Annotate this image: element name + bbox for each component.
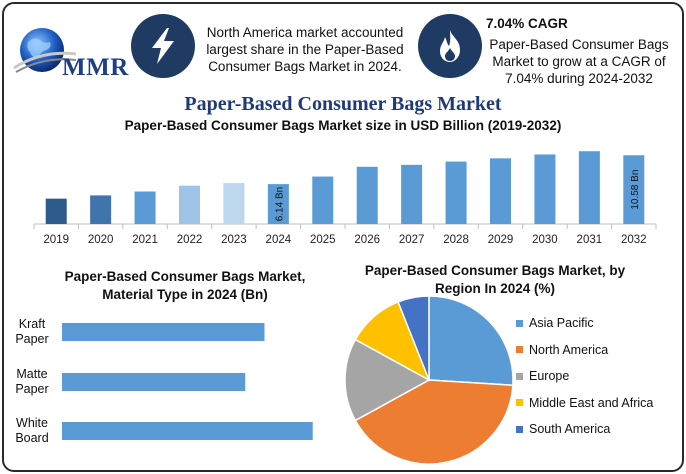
x-tick-label: 2025 <box>310 234 336 246</box>
x-tick-label: 2021 <box>132 234 158 246</box>
globe-icon <box>13 28 77 73</box>
legend-item: South America <box>516 416 681 443</box>
bar-2029 <box>490 158 511 224</box>
bar-chart-subtitle: Paper-Based Consumer Bags Market size in… <box>124 118 562 133</box>
bar-2024 <box>267 184 289 224</box>
bar-2031 <box>578 151 600 224</box>
category-label: Kraft Paper <box>15 317 48 346</box>
legend-item: Middle East and Africa <box>516 390 681 417</box>
x-tick-label: 2030 <box>532 234 558 246</box>
legend-label: Asia Pacific <box>529 316 594 331</box>
lightning-icon <box>131 14 195 78</box>
bar-2025 <box>312 176 334 224</box>
cagr-title: 7.04% CAGR <box>486 16 568 31</box>
slice-asia-pacific <box>428 295 514 387</box>
logo-text: MMR <box>62 54 129 81</box>
bar-2020 <box>90 195 112 224</box>
market-size-bar-chart: 2019 2020 2021 2022 2023 2024 6.14 Bn 2025 2026 2… <box>33 151 657 246</box>
bar-kraft-paper <box>62 323 265 341</box>
bar-2032 <box>623 155 645 224</box>
mmr-logo: MMR <box>10 22 128 84</box>
slice-europe <box>344 338 431 422</box>
bar-white-board <box>62 422 313 440</box>
legend-swatch <box>516 372 523 380</box>
x-tick-label: 2022 <box>177 234 203 246</box>
category-label: Matte Paper <box>15 367 48 396</box>
legend-item: North America <box>516 337 681 364</box>
legend-swatch <box>516 425 523 433</box>
slice-north-america <box>354 379 514 465</box>
x-tick-label: 2032 <box>621 234 647 246</box>
bar-2026 <box>356 166 378 224</box>
bar-2028 <box>445 161 467 224</box>
legend-label: Europe <box>529 369 570 384</box>
bar-2019 <box>45 198 67 224</box>
material-type-bar-chart: Kraft Paper Matte Paper White Board <box>15 317 313 445</box>
category-label: White Board <box>15 416 48 445</box>
bar-matte-paper <box>62 373 246 391</box>
flame-icon <box>418 14 482 78</box>
legend-item: Asia Pacific <box>516 310 681 337</box>
cagr-text: Paper-Based Consumer Bags Market to grow… <box>489 37 669 86</box>
x-tick-label: 2020 <box>88 234 114 246</box>
x-tick-label: 2023 <box>221 234 247 246</box>
x-tick-label: 2031 <box>577 234 603 246</box>
data-label-2032: 10.58 Bn <box>630 170 641 210</box>
legend-item: Europe <box>516 363 681 390</box>
x-tick-label: 2019 <box>43 234 69 246</box>
bar-2023 <box>223 183 245 224</box>
data-label-2024: 6.14 Bn <box>274 187 285 221</box>
page-title: Paper-Based Consumer Bags Market <box>184 93 502 115</box>
legend-label: North America <box>529 342 609 357</box>
slice-south-america <box>397 295 430 381</box>
region-pie-chart <box>344 295 514 465</box>
info-north-america-text: North America market accounted largest s… <box>206 25 404 74</box>
legend-swatch <box>516 319 523 327</box>
legend-swatch <box>516 346 523 354</box>
x-tick-label: 2027 <box>399 234 425 246</box>
x-tick-label: 2024 <box>266 234 292 246</box>
legend-swatch <box>516 399 523 407</box>
x-tick-label: 2029 <box>488 234 514 246</box>
legend-label: Middle East and Africa <box>529 395 654 410</box>
x-tick-label: 2028 <box>443 234 469 246</box>
material-chart-title: Paper-Based Consumer Bags Market, Materi… <box>64 269 306 302</box>
legend-label: South America <box>529 422 611 437</box>
pie-legend: Asia Pacific North America Europe Middle Ea… <box>516 310 681 443</box>
bar-2021 <box>134 191 156 224</box>
x-tick-label: 2026 <box>354 234 380 246</box>
bar-2022 <box>179 185 200 224</box>
bar-2027 <box>401 164 423 224</box>
region-chart-title: Paper-Based Consumer Bags Market, by Reg… <box>364 263 626 296</box>
bar-2030 <box>534 154 556 224</box>
